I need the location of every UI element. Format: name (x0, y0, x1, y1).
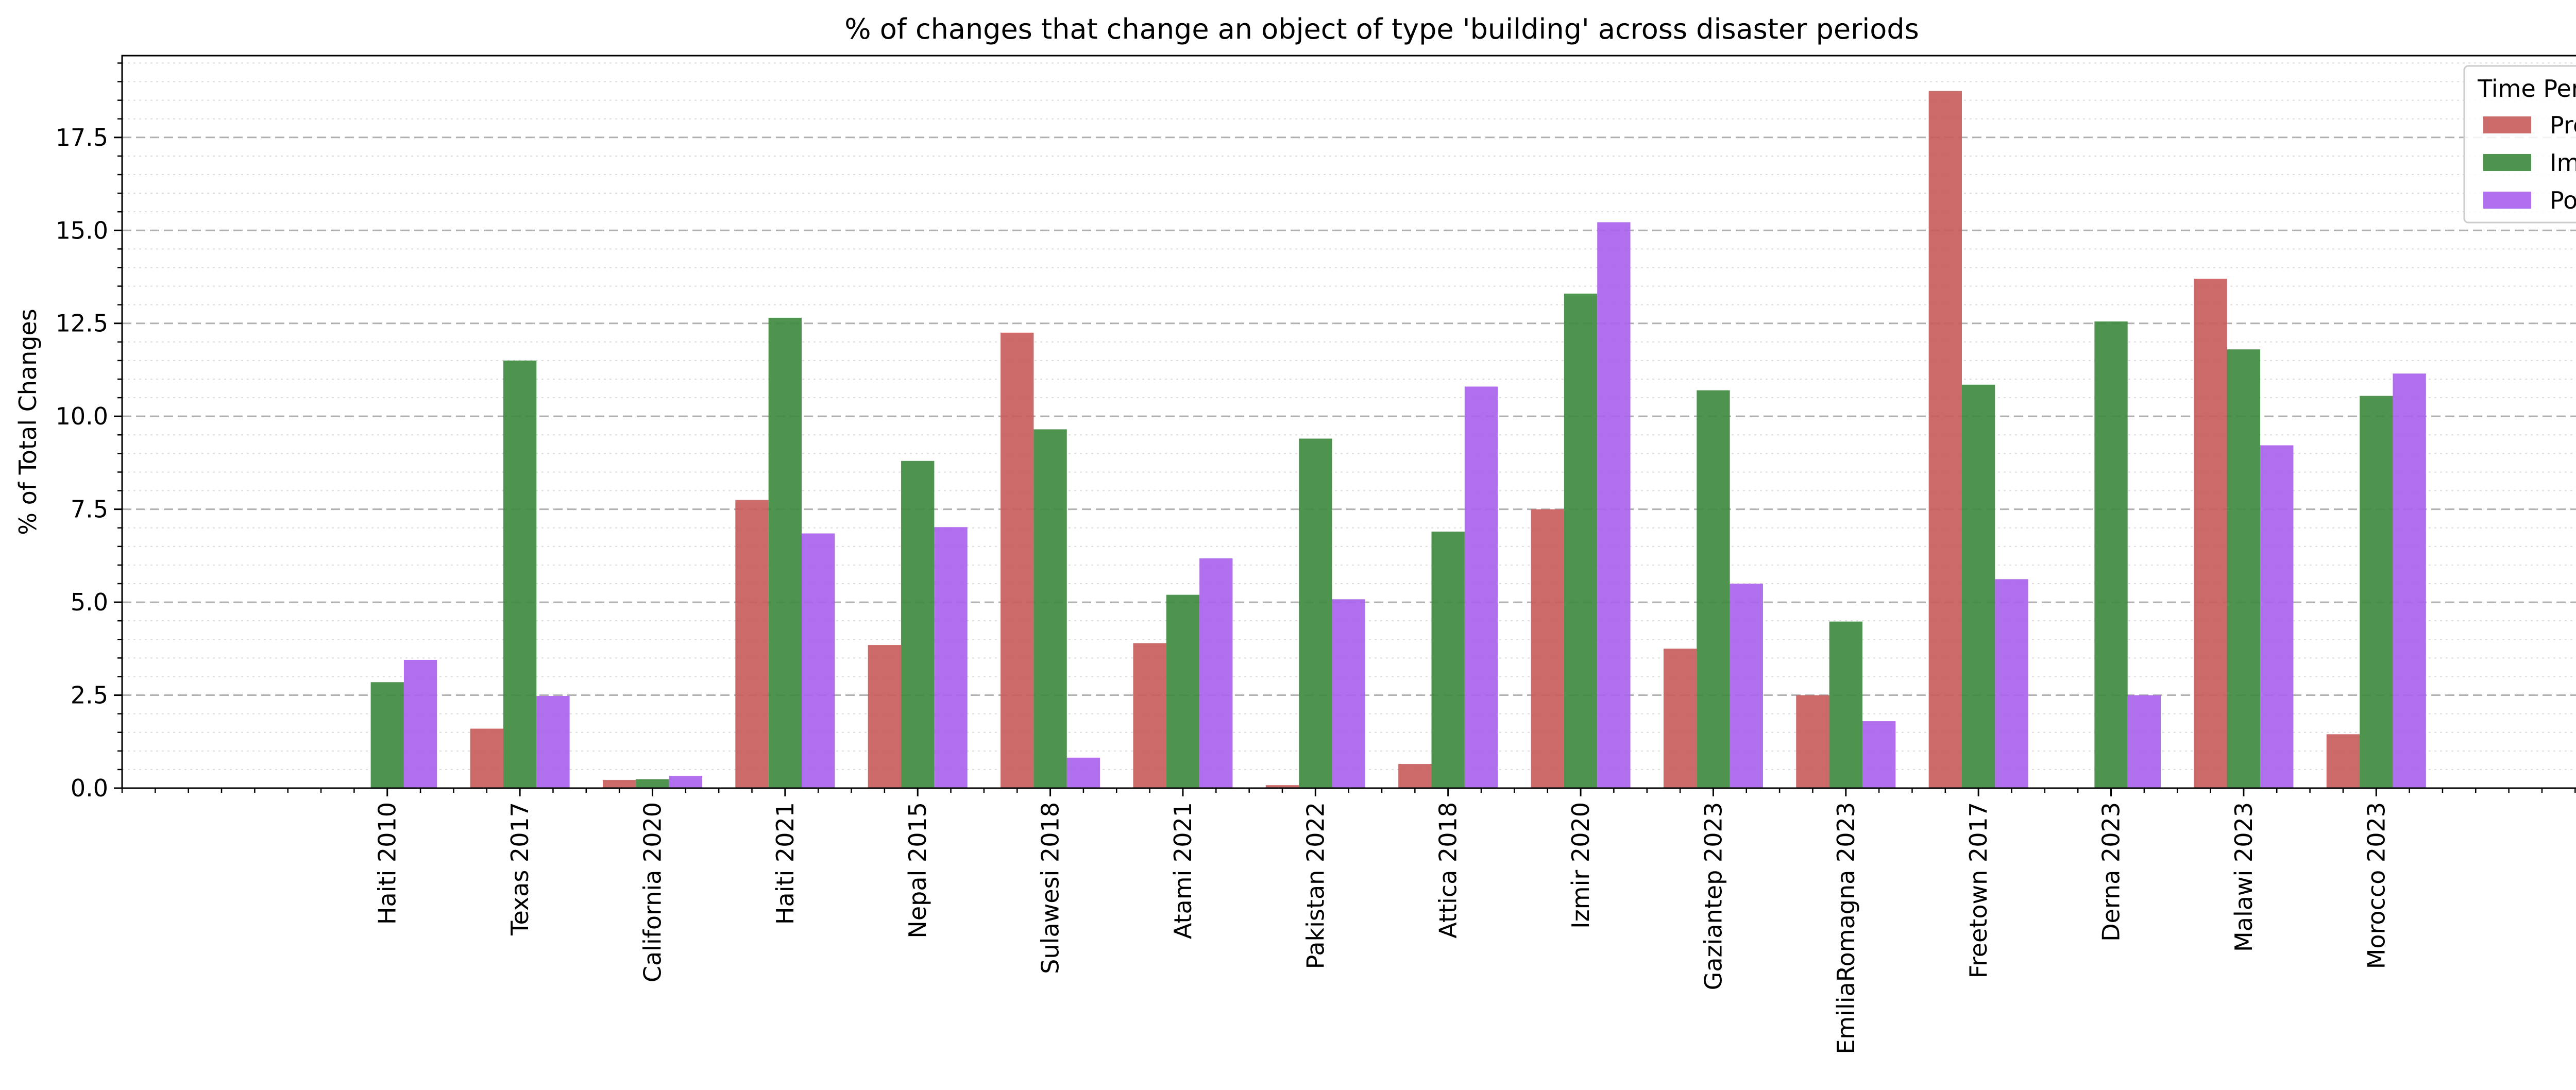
bar-pre-1 (470, 728, 503, 788)
bar-imm-14 (2227, 349, 2261, 788)
x-tick-label: Malawi 2023 (2230, 802, 2258, 952)
legend-box (2463, 65, 2576, 224)
bar-post-7 (1332, 599, 1365, 788)
bars (370, 91, 2426, 789)
bar-post-3 (802, 533, 835, 788)
legend-swatch-pre (2483, 116, 2531, 133)
bar-pre-14 (2194, 279, 2227, 788)
bar-post-13 (2127, 695, 2161, 788)
bar-pre-7 (1265, 785, 1299, 788)
x-axis-ticks: Haiti 2010 Texas 2017 California 2020 Haiti… (121, 788, 2576, 1054)
x-tick-label: EmiliaRomagna 2023 (1832, 802, 1860, 1054)
y-tick-label: 5.0 (71, 588, 108, 616)
bar-post-10 (1730, 583, 1763, 788)
x-tick-label: Nepal 2015 (904, 802, 931, 939)
bar-imm-13 (2094, 321, 2128, 788)
bar-imm-2 (636, 779, 669, 788)
bar-pre-12 (1928, 91, 1962, 788)
legend-title: Time Period (2477, 75, 2576, 103)
bar-pre-6 (1133, 643, 1166, 788)
x-tick-label: Texas 2017 (506, 802, 534, 936)
bar-imm-12 (1961, 384, 1995, 788)
x-tick-label: Attica 2018 (1434, 802, 1462, 939)
bar-post-6 (1199, 558, 1233, 788)
bar-imm-15 (2360, 396, 2393, 788)
y-axis-ticks: 0.0 2.5 5.0 7.5 10.0 12.5 15.0 17.5 (56, 62, 122, 802)
bar-imm-1 (503, 360, 537, 788)
bar-post-4 (934, 527, 968, 788)
legend-items: Pre Imm Post (2483, 111, 2576, 214)
y-tick-label: 0.0 (71, 774, 108, 802)
bar-post-2 (669, 776, 702, 788)
bar-imm-9 (1564, 293, 1598, 788)
x-tick-label: Morocco 2023 (2362, 802, 2390, 969)
x-tick-label: Izmir 2020 (1567, 802, 1595, 929)
legend-swatch-imm (2483, 154, 2531, 171)
y-tick-label: 2.5 (71, 682, 108, 709)
x-tick-label: Derna 2023 (2097, 802, 2125, 942)
bar-pre-2 (602, 780, 636, 788)
bar-pre-15 (2326, 734, 2360, 788)
x-tick-label: Gaziantep 2023 (1699, 802, 1727, 990)
bar-post-9 (1597, 222, 1631, 789)
bar-imm-7 (1299, 438, 1332, 788)
bar-imm-10 (1697, 390, 1730, 788)
legend-swatch-post (2483, 192, 2531, 209)
y-axis-label: % of Total Changes (14, 309, 42, 535)
bar-pre-3 (735, 500, 769, 788)
bar-post-15 (2393, 373, 2426, 788)
x-tick-label: Haiti 2021 (771, 802, 799, 925)
x-tick-label: Freetown 2017 (1964, 802, 1992, 978)
bar-pre-8 (1398, 764, 1432, 788)
y-tick-label: 10.0 (56, 402, 108, 430)
bar-imm-8 (1431, 531, 1465, 788)
x-tick-label: California 2020 (638, 802, 666, 982)
y-tick-label: 12.5 (56, 310, 108, 337)
bar-post-5 (1066, 757, 1100, 788)
bar-post-8 (1464, 386, 1498, 788)
chart-title: % of changes that change an object of ty… (844, 13, 1919, 45)
bar-pre-4 (868, 645, 902, 788)
bar-pre-10 (1663, 649, 1697, 788)
bar-imm-0 (370, 682, 404, 788)
bar-post-11 (1862, 721, 1896, 788)
y-tick-label: 7.5 (71, 496, 108, 523)
legend: Time Period Pre Imm Post (2463, 65, 2576, 224)
y-tick-label: 17.5 (56, 124, 108, 151)
bar-post-14 (2260, 445, 2294, 788)
x-tick-label: Atami 2021 (1169, 802, 1197, 939)
legend-label-pre: Pre (2550, 111, 2576, 139)
legend-label-post: Post (2550, 186, 2576, 214)
bar-post-0 (403, 659, 437, 788)
bar-imm-4 (901, 461, 935, 788)
bar-imm-11 (1829, 621, 1862, 788)
bar-imm-3 (768, 317, 802, 788)
bar-imm-6 (1166, 594, 1200, 788)
bar-imm-5 (1033, 429, 1067, 788)
x-tick-label: Sulawesi 2018 (1037, 802, 1064, 974)
bar-post-1 (536, 695, 570, 788)
legend-label-imm: Imm (2550, 149, 2576, 177)
bar-pre-9 (1531, 509, 1564, 788)
grid-lines (122, 62, 2576, 770)
bar-pre-11 (1796, 695, 1829, 788)
y-tick-label: 15.0 (56, 216, 108, 244)
x-tick-label: Pakistan 2022 (1301, 802, 1329, 969)
bar-pre-5 (1001, 332, 1034, 788)
bar-post-12 (1995, 579, 2028, 788)
x-tick-label: Haiti 2010 (374, 802, 401, 925)
